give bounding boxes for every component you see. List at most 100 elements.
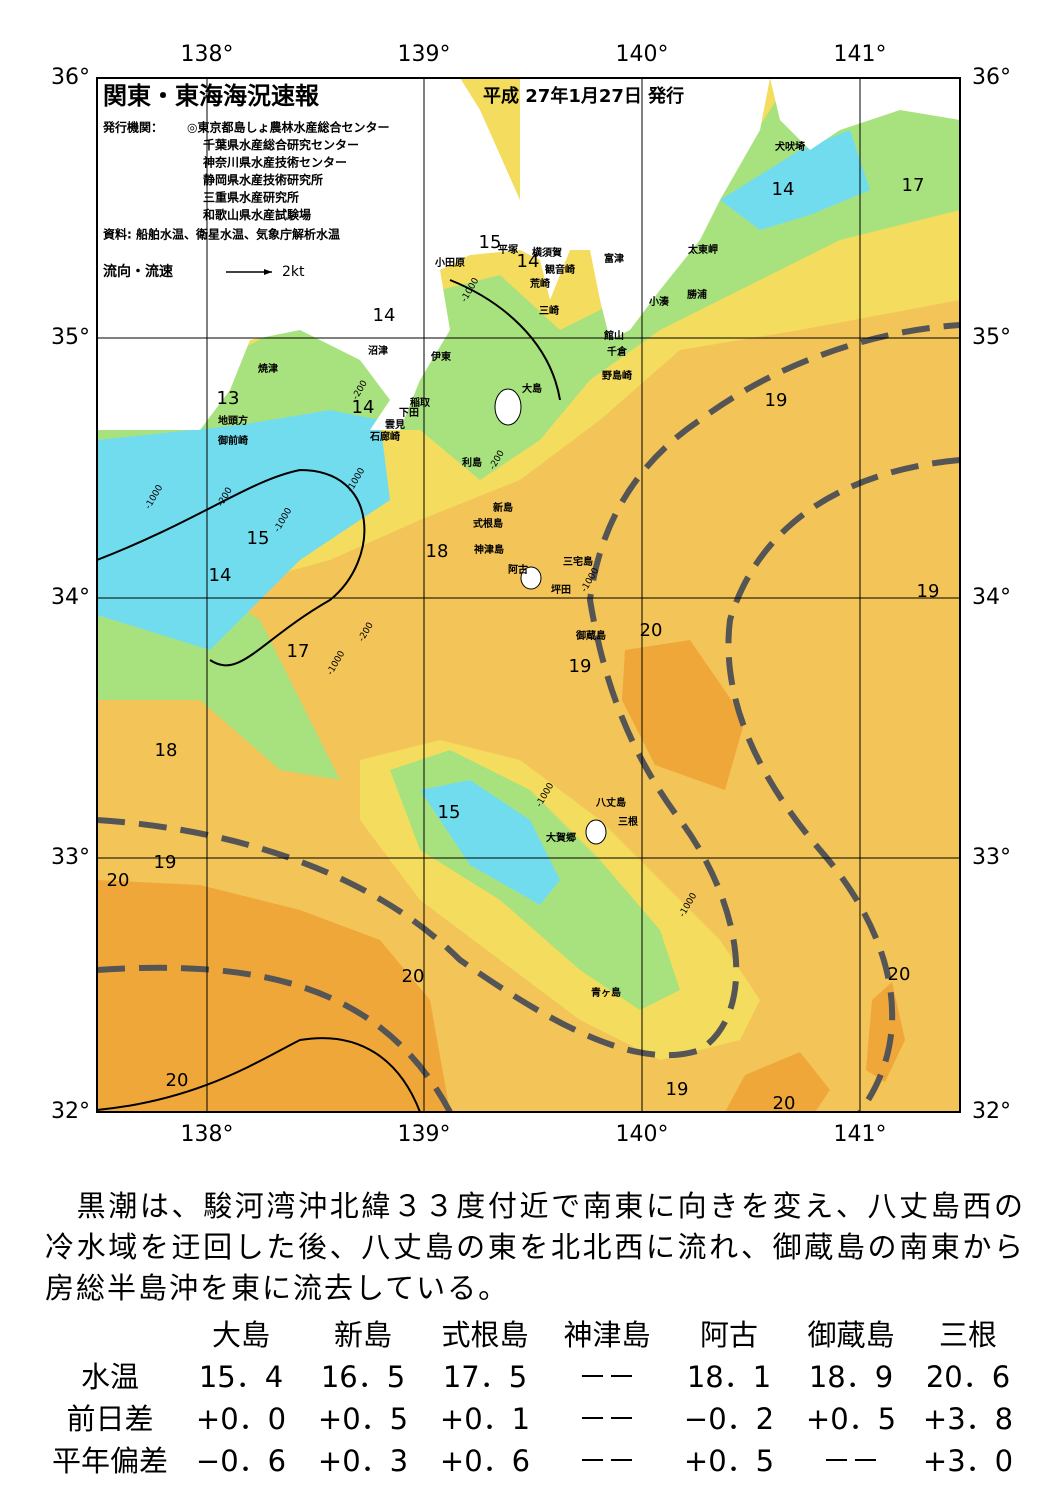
contour-label: 19	[917, 581, 940, 602]
contour-label: 15	[479, 232, 502, 253]
map-title: 関東・東海海況速報	[103, 82, 320, 110]
data-table: 大島 新島 式根島 神津島 阿古 御蔵島 三根 水温 15．4 16．5 17．5 －－ 18．1 18．…	[40, 1312, 1024, 1480]
lat-label: 32°	[51, 1099, 90, 1124]
place-name: 小田原	[434, 256, 465, 269]
table-header: 御蔵島	[807, 1318, 895, 1352]
table-cell: −0．2	[683, 1402, 775, 1436]
contour-label: 14	[352, 397, 375, 418]
place-name: 大島	[522, 382, 542, 395]
lon-label: 139°	[398, 42, 451, 67]
table-cell: +3．8	[922, 1402, 1014, 1436]
contour-label: 19	[569, 656, 592, 677]
place-name: 野島崎	[602, 369, 632, 382]
legend-label: 流向・流速	[103, 263, 173, 280]
map: 関東・東海海況速報 平成 27年1月27日 発行 発行機関： 資料: 船舶水温、…	[51, 42, 1011, 1147]
place-name: 神津島	[474, 543, 504, 556]
table-cell: +0．5	[683, 1444, 775, 1478]
lon-label: 141°	[834, 1122, 887, 1147]
place-name: 新島	[493, 501, 513, 514]
table-row: 水温 15．4 16．5 17．5 －－ 18．1 18．9 20．6	[40, 1354, 1024, 1396]
table-header: 阿古	[699, 1318, 758, 1352]
place-name: 勝浦	[687, 288, 707, 301]
contour-label: 15	[247, 528, 270, 549]
table-cell: 18．9	[808, 1360, 894, 1394]
contour-label: 20	[773, 1093, 796, 1114]
contour-label: 19	[666, 1079, 689, 1100]
place-name: 地頭方	[218, 414, 248, 427]
place-name: 雲見	[385, 419, 405, 431]
contour-label: 14	[517, 251, 540, 272]
place-name: 利島	[462, 456, 482, 469]
lat-label: 36°	[51, 65, 90, 90]
table-cell: +3．0	[922, 1444, 1014, 1478]
contour-label: 17	[287, 641, 310, 662]
contour-label: 19	[154, 852, 177, 873]
place-name: 御前崎	[217, 434, 248, 447]
contour-label: 19	[765, 390, 788, 411]
lon-label: 139°	[398, 1122, 451, 1147]
table-cell: －－	[577, 1402, 636, 1436]
publisher: 静岡県水産技術研究所	[203, 172, 323, 187]
place-name: 大賀郷	[546, 831, 576, 844]
place-name: 三崎	[539, 304, 559, 317]
lat-label: 33°	[51, 845, 90, 870]
lon-label: 140°	[616, 1122, 669, 1147]
place-name: 三宅島	[563, 555, 593, 568]
lat-label: 36°	[972, 65, 1011, 90]
publisher: 千葉県水産総合研究センター	[203, 137, 359, 152]
place-name: 稲取	[410, 396, 431, 409]
table-header: 神津島	[563, 1318, 651, 1352]
contour-label: 13	[217, 388, 240, 409]
contour-label: 20	[107, 870, 130, 891]
map-frame	[96, 77, 961, 1113]
description: 黒潮は、駿河湾沖北緯３３度付近で南東に向きを変え、八丈島西の冷水域を迂回した後、…	[45, 1189, 1025, 1305]
table-header: 大島	[211, 1318, 270, 1352]
contour-label: 14	[373, 305, 396, 326]
table-header: 三根	[938, 1318, 997, 1352]
table-header: 新島	[333, 1318, 392, 1352]
place-name: 千倉	[607, 345, 628, 358]
place-name: 青ヶ島	[591, 986, 621, 999]
publisher: 神奈川県水産技術センター	[203, 155, 347, 170]
place-name: 観音崎	[545, 263, 575, 276]
table-cell: －－	[821, 1444, 880, 1478]
contour-label: 20	[640, 620, 663, 641]
table-cell: +0．5	[805, 1402, 897, 1436]
table-cell: 15．4	[198, 1360, 284, 1394]
table-cell: 17．5	[442, 1360, 528, 1394]
place-name: 焼津	[258, 362, 278, 375]
table-cell: +0．3	[317, 1444, 409, 1478]
lat-label: 32°	[972, 1099, 1011, 1124]
publisher-label: 発行機関：	[102, 120, 163, 135]
publisher: ◎東京都島しょ農林水産総合センター	[187, 120, 389, 135]
place-name: 犬吠埼	[775, 140, 805, 153]
contour-label: 20	[402, 966, 425, 987]
table-header	[40, 1312, 180, 1354]
place-name: 坪田	[551, 583, 571, 596]
table-header: 前日差	[66, 1402, 154, 1436]
contour-label: 17	[902, 175, 925, 196]
table-cell: 18．1	[686, 1360, 772, 1394]
place-name: 式根島	[473, 517, 503, 530]
lon-label: 141°	[834, 42, 887, 67]
lon-label: 138°	[181, 1122, 234, 1147]
lat-label: 35°	[51, 325, 90, 350]
lon-label: 140°	[616, 42, 669, 67]
place-name: 富津	[604, 252, 624, 265]
place-name: 沼津	[368, 344, 388, 357]
place-name: 御蔵島	[575, 629, 606, 642]
lat-label: 35°	[972, 325, 1011, 350]
contour-label: 18	[426, 541, 449, 562]
sea-temperature	[97, 78, 960, 1112]
table-cell: +0．1	[439, 1402, 531, 1436]
table-cell: －－	[577, 1444, 636, 1478]
contour-label: 14	[209, 565, 232, 586]
contour-label: 18	[155, 740, 178, 761]
table-cell: +0．5	[317, 1402, 409, 1436]
place-name: 小湊	[648, 295, 670, 308]
contour-label: 15	[438, 802, 461, 823]
table-cell: +0．0	[195, 1402, 287, 1436]
place-name: 石廊崎	[369, 430, 400, 443]
table-row: 前日差 +0．0 +0．5 +0．1 －－ −0．2 +0．5 +3．8	[40, 1396, 1024, 1438]
